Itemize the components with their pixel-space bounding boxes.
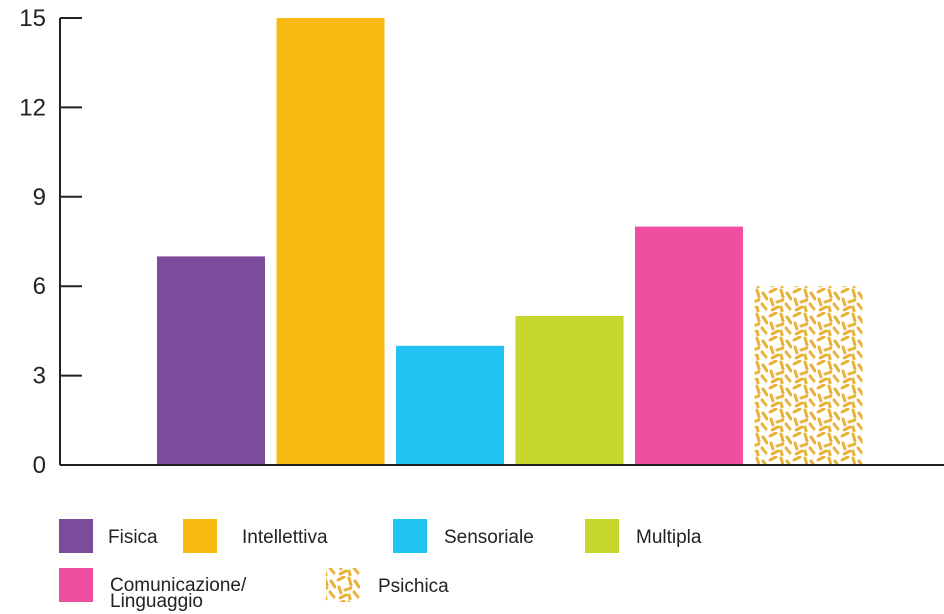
- bar-multipla: [515, 316, 624, 465]
- legend-label-intellettiva: Intellettiva: [242, 527, 328, 548]
- bar-psichica: [754, 286, 863, 465]
- bars: [60, 18, 944, 466]
- legend-swatch-multipla: [585, 519, 619, 553]
- bar-comunicazione-linguaggio: [635, 226, 743, 465]
- y-tick-label: 15: [19, 5, 46, 32]
- legend-swatch-psichica: [326, 568, 360, 602]
- legend-label-multipla: Multipla: [636, 527, 702, 548]
- bar-fisica: [157, 256, 265, 465]
- bar-intellettiva: [276, 18, 385, 465]
- y-tick-label: 9: [33, 184, 46, 211]
- legend-label-psichica: Psichica: [378, 576, 449, 597]
- legend-label-comunicazione-linguaggio: Comunicazione/: [110, 575, 247, 596]
- legend-label-fisica: Fisica: [108, 527, 158, 548]
- y-tick-label: 0: [33, 452, 46, 479]
- legend-swatch-comunicazione-linguaggio: [59, 568, 93, 602]
- legend-label-sensoriale: Sensoriale: [444, 527, 534, 548]
- y-tick-label: 3: [33, 363, 46, 390]
- legend: Fisica Intellettiva Sensoriale Multipla Comu…: [59, 519, 702, 612]
- legend-swatch-intellettiva: [183, 519, 217, 553]
- legend-label-comunicazione-linguaggio: Linguaggio: [110, 591, 203, 612]
- legend-swatch-sensoriale: [393, 519, 427, 553]
- legend-swatch-fisica: [59, 519, 93, 553]
- y-tick-label: 12: [19, 94, 46, 121]
- y-tick-label: 6: [33, 273, 46, 300]
- bar-sensoriale: [396, 345, 504, 465]
